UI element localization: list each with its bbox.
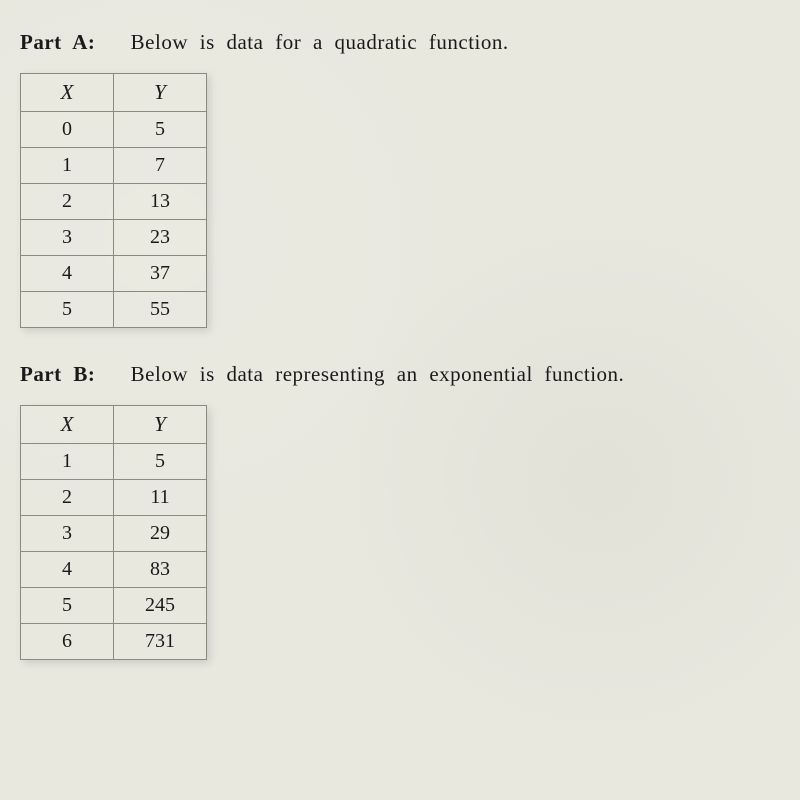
col-header-x: X	[21, 74, 114, 112]
cell-y: 55	[114, 292, 207, 328]
cell-x: 0	[21, 112, 114, 148]
cell-y: 5	[114, 444, 207, 480]
cell-x: 4	[21, 256, 114, 292]
cell-y: 29	[114, 516, 207, 552]
table-row: 3 29	[21, 516, 207, 552]
table-row: 0 5	[21, 112, 207, 148]
cell-x: 5	[21, 292, 114, 328]
part-a-text: Below is data for a quadratic function.	[131, 30, 509, 54]
cell-x: 3	[21, 516, 114, 552]
col-header-y: Y	[114, 74, 207, 112]
table-row: 2 13	[21, 184, 207, 220]
table-row: 2 11	[21, 480, 207, 516]
table-row: 5 55	[21, 292, 207, 328]
cell-x: 1	[21, 148, 114, 184]
table-row: 5 245	[21, 588, 207, 624]
cell-x: 5	[21, 588, 114, 624]
part-a-table: X Y 0 5 1 7 2 13 3 23 4 37 5 55	[20, 73, 207, 328]
cell-y: 5	[114, 112, 207, 148]
cell-y: 13	[114, 184, 207, 220]
cell-x: 4	[21, 552, 114, 588]
cell-y: 23	[114, 220, 207, 256]
table-row: 1 5	[21, 444, 207, 480]
cell-y: 731	[114, 624, 207, 660]
cell-y: 11	[114, 480, 207, 516]
part-b-label: Part B:	[20, 362, 95, 386]
part-b-prompt: Part B: Below is data representing an ex…	[20, 362, 780, 387]
cell-y: 83	[114, 552, 207, 588]
cell-y: 37	[114, 256, 207, 292]
part-b-text: Below is data representing an exponentia…	[131, 362, 625, 386]
cell-x: 2	[21, 480, 114, 516]
cell-x: 6	[21, 624, 114, 660]
part-a-prompt: Part A: Below is data for a quadratic fu…	[20, 30, 780, 55]
table-row: 3 23	[21, 220, 207, 256]
table-header-row: X Y	[21, 74, 207, 112]
cell-y: 7	[114, 148, 207, 184]
table-row: 4 37	[21, 256, 207, 292]
table-row: 1 7	[21, 148, 207, 184]
cell-x: 2	[21, 184, 114, 220]
col-header-x: X	[21, 406, 114, 444]
table-row: 4 83	[21, 552, 207, 588]
col-header-y: Y	[114, 406, 207, 444]
table-row: 6 731	[21, 624, 207, 660]
cell-x: 3	[21, 220, 114, 256]
cell-x: 1	[21, 444, 114, 480]
table-header-row: X Y	[21, 406, 207, 444]
cell-y: 245	[114, 588, 207, 624]
part-b-table: X Y 1 5 2 11 3 29 4 83 5 245 6 731	[20, 405, 207, 660]
part-a-label: Part A:	[20, 30, 95, 54]
